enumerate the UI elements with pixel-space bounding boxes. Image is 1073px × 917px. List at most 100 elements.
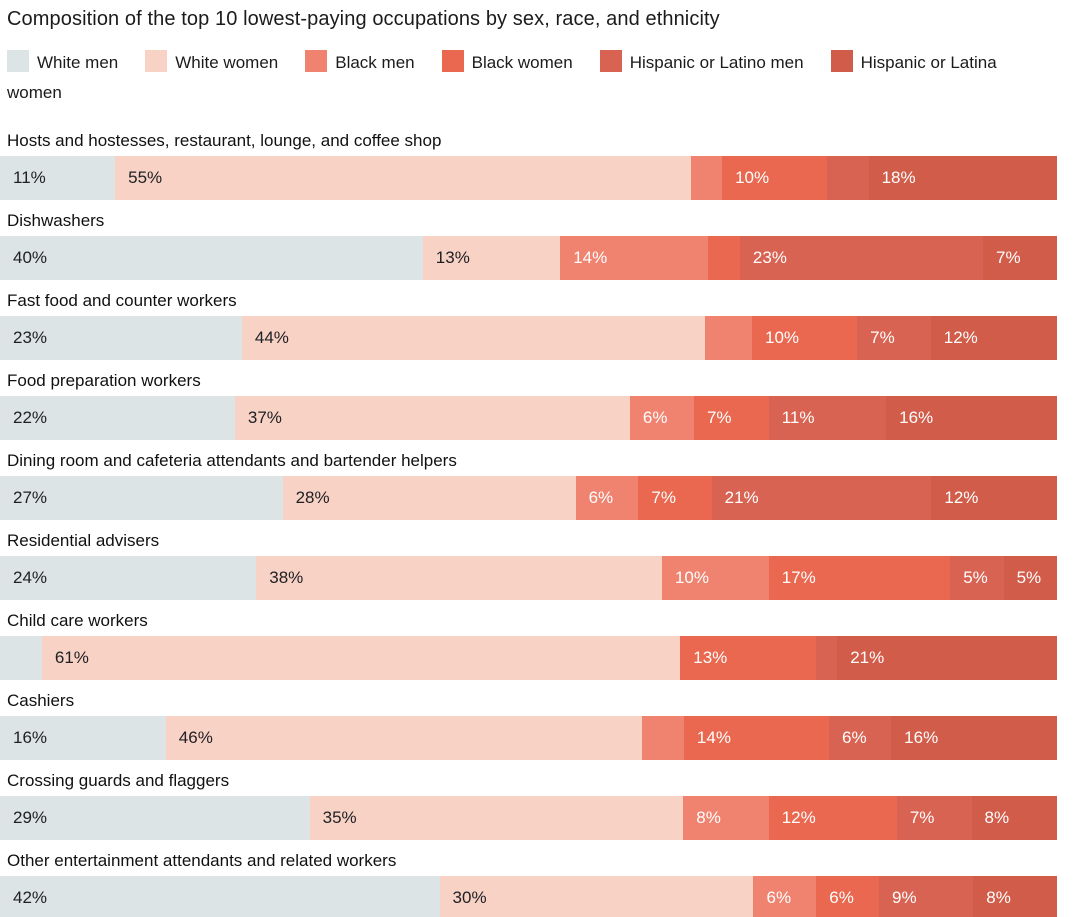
stacked-bar: 61% 13% 21%	[0, 636, 1057, 680]
bar-segment: 7%	[638, 476, 712, 520]
bar-segment: 8%	[683, 796, 769, 840]
segment-label: 7%	[870, 328, 895, 347]
bar-segment: 17%	[768, 556, 951, 600]
occupation-row: Fast food and counter workers 23% 44% 10% 7%…	[0, 280, 1073, 360]
segment-label: 18%	[881, 168, 916, 187]
bar-segment: 5%	[950, 556, 1004, 600]
occupation-row: Other entertainment attendants and relat…	[0, 840, 1073, 917]
legend-item: Hispanic or Latina women	[7, 50, 997, 102]
bar-segment: 24%	[0, 556, 257, 600]
bar-segment: 40%	[0, 236, 423, 280]
segment-label: 37%	[247, 408, 282, 427]
bar-segment: 18%	[868, 156, 1057, 200]
segment-label: 6%	[829, 888, 854, 907]
segment-label: 28%	[295, 488, 330, 507]
bar-segment: 7%	[693, 396, 769, 440]
bar-segment: 21%	[711, 476, 932, 520]
bar-segment: 55%	[115, 156, 691, 200]
segment-label: 8%	[986, 888, 1011, 907]
bar-segment: 30%	[439, 876, 754, 917]
bar-segment: 46%	[165, 716, 643, 760]
segment-label: 12%	[781, 808, 816, 827]
occupation-row: Cashiers 16% 46% 14% 6% 16%	[0, 680, 1073, 760]
stacked-bar: 40% 13% 14% 23% 7%	[0, 236, 1057, 280]
occupation-label: Cashiers	[7, 691, 75, 710]
segment-label: 8%	[984, 808, 1010, 827]
bar-segment: 44%	[241, 316, 705, 360]
segment-label: 11%	[13, 168, 46, 187]
stacked-bar: 23% 44% 10% 7% 12%	[0, 316, 1057, 360]
bar-segment: 8%	[973, 876, 1057, 917]
bar-segment: 14%	[683, 716, 829, 760]
occupation-label: Crossing guards and flaggers	[7, 771, 230, 790]
bar-segment	[816, 636, 838, 680]
segment-label: 46%	[178, 728, 213, 747]
occupation-row: Residential advisers 24% 38% 10% 17% 5% 5%	[0, 520, 1073, 600]
occupation-row: Child care workers 61% 13% 21%	[0, 600, 1073, 680]
segment-label: 21%	[724, 488, 759, 507]
bar-segment: 6%	[575, 476, 639, 520]
stacked-bar: 29% 35% 8% 12% 7% 8%	[0, 796, 1057, 840]
segment-label: 6%	[588, 488, 614, 507]
occupation-row: Food preparation workers 22% 37% 6% 7% 11% 16%	[0, 360, 1073, 440]
segment-label: 40%	[13, 248, 48, 267]
stacked-bar: 16% 46% 14% 6% 16%	[0, 716, 1057, 760]
bar-segment: 6%	[816, 876, 880, 917]
chart-title: Composition of the top 10 lowest-paying …	[7, 8, 720, 30]
segment-label: 35%	[322, 808, 357, 827]
segment-label: 13%	[435, 248, 470, 267]
segment-label: 21%	[850, 648, 885, 667]
segment-label: 16%	[13, 728, 48, 747]
legend: White men White women Black men Black women…	[7, 48, 1065, 108]
bar-segment: 6%	[753, 876, 817, 917]
segment-label: 38%	[269, 568, 304, 587]
segment-label: 6%	[766, 888, 792, 907]
legend-item: Black men	[305, 50, 441, 72]
stacked-bar: 24% 38% 10% 17% 5% 5%	[0, 556, 1057, 600]
bar-segment: 6%	[828, 716, 892, 760]
segment-label: 7%	[651, 488, 676, 507]
bar-segment: 16%	[0, 716, 166, 760]
legend-swatch	[599, 50, 622, 72]
segment-label: 14%	[573, 248, 608, 267]
legend-label: Hispanic or Latino men	[629, 53, 804, 72]
segment-label: 7%	[909, 808, 935, 827]
bar-segment: 13%	[422, 236, 561, 280]
segment-label: 10%	[674, 568, 709, 587]
bar-segment: 8%	[971, 796, 1057, 840]
segment-label: 9%	[892, 888, 917, 907]
legend-swatch	[441, 50, 464, 72]
legend-label: White women	[175, 53, 279, 72]
segment-label: 11%	[781, 408, 815, 427]
bar-segment	[708, 236, 740, 280]
segment-label: 30%	[452, 888, 487, 907]
bar-segment: 12%	[768, 796, 897, 840]
bar-segment	[0, 636, 42, 680]
bar-segment: 10%	[722, 156, 827, 200]
occupation-label: Dining room and cafeteria attendants and…	[7, 451, 457, 470]
segment-label: 23%	[752, 248, 787, 267]
bar-segment: 9%	[879, 876, 974, 917]
segment-label: 12%	[943, 328, 978, 347]
bar-segment: 7%	[982, 236, 1057, 280]
segment-label: 61%	[54, 648, 89, 667]
bar-segment: 14%	[560, 236, 709, 280]
bar-segment: 35%	[309, 796, 684, 840]
segment-label: 6%	[841, 728, 867, 747]
segment-label: 23%	[13, 328, 48, 347]
occupation-label: Other entertainment attendants and relat…	[7, 851, 397, 870]
legend-swatch	[7, 50, 29, 72]
stacked-bar: 42% 30% 6% 6% 9% 8%	[0, 876, 1057, 917]
chart: Hosts and hostesses, restaurant, lounge,…	[0, 120, 1073, 917]
segment-label: 13%	[693, 648, 728, 667]
segment-label: 5%	[1016, 568, 1042, 587]
segment-label: 8%	[696, 808, 721, 827]
bar-segment: 7%	[857, 316, 931, 360]
segment-label: 42%	[13, 888, 48, 907]
occupation-row: Dining room and cafeteria attendants and…	[0, 440, 1073, 520]
legend-label: Black men	[335, 53, 415, 72]
bar-segment: 12%	[931, 476, 1057, 520]
segment-label: 14%	[696, 728, 731, 747]
bar-segment: 6%	[629, 396, 694, 440]
segment-label: 55%	[128, 168, 163, 187]
